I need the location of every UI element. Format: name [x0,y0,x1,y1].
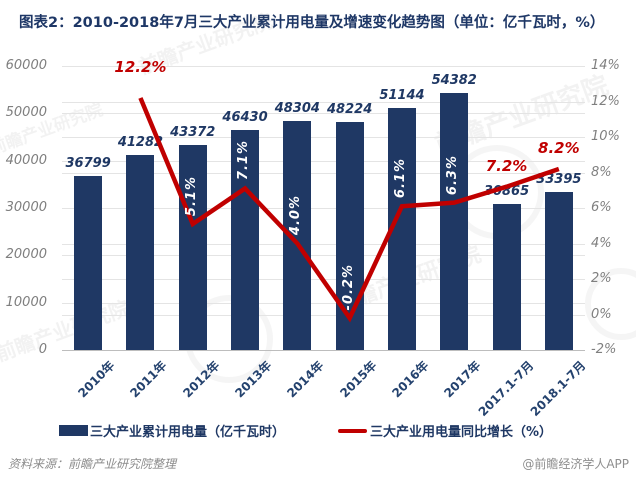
gridline [62,66,585,67]
growth-point-label: 12.2% [114,57,167,76]
right-axis-tick: -2% [591,342,617,357]
bar-value-label: 51144 [379,87,425,103]
gridline [62,314,585,316]
line-series-label: 三大产业用电量同比增长（%） [370,425,553,440]
bar-value-label: 46430 [222,110,268,126]
gridline [62,101,585,103]
consumption-bar [335,121,364,350]
consumption-bar [544,191,573,350]
bar-value-label: 48304 [274,101,320,117]
consumption-bar [74,175,103,350]
growth-point-label: -0.2% [340,263,356,311]
left-axis-tick: 50000 [5,105,47,121]
bar-value-label: 41282 [117,134,164,150]
source-note: 资料来源：前瞻产业研究院整理 [8,457,177,471]
bar-series-label: 三大产业累计用电量（亿千瓦时） [90,425,286,440]
right-axis-tick: 14% [591,58,620,73]
gridline [62,255,585,257]
growth-point-label: 7.1% [236,140,252,181]
growth-point-label: 6.3% [445,154,461,195]
right-axis-tick: 12% [591,93,620,109]
line-series-swatch [338,428,367,433]
gridline [62,113,585,115]
consumption-bar [492,203,521,350]
right-axis-tick: 4% [591,235,612,251]
legend-item-growth: 三大产业用电量同比增长（%） [338,421,552,440]
gridline [62,302,585,304]
right-axis-tick: 10% [591,129,620,144]
gridline [62,160,585,162]
chart-title: 图表2：2010-2018年7月三大产业累计用电量及增速变化趋势图（单位：亿千瓦… [19,15,605,31]
gridline [62,208,585,209]
growth-point-label: 7.2% [485,156,528,175]
growth-point-label: 6.1% [392,158,408,199]
growth-point-label: 5.1% [183,175,199,216]
left-axis-tick: 10000 [5,294,47,310]
growth-point-label: 4.0% [288,195,304,236]
bar-value-label: 36799 [65,155,111,171]
right-axis-tick: 6% [591,200,612,215]
right-axis-tick: 0% [591,306,612,322]
left-axis-tick: 30000 [5,200,47,215]
credit-note: @前瞻经济学人APP [522,457,629,471]
left-axis-tick: 60000 [5,58,47,73]
consumption-bar [178,144,207,350]
right-axis-tick: 8% [591,164,612,180]
gridline [62,137,585,138]
gridline [62,172,585,174]
gridline [62,350,585,351]
right-axis-tick: 2% [591,271,612,286]
legend-item-consumption: 三大产业累计用电量（亿千瓦时） [59,421,285,440]
bar-series-swatch [59,425,88,436]
bar-value-label: 54382 [431,72,477,88]
bar-value-label: 33395 [536,171,582,187]
bar-value-label: 30865 [483,183,530,199]
left-axis-tick: 20000 [5,247,47,263]
bar-value-label: 48224 [327,101,373,117]
consumption-bar [440,92,469,350]
growth-point-label: 8.2% [538,138,580,157]
left-axis-tick: 0 [38,342,47,357]
left-axis-tick: 40000 [5,152,47,168]
consumption-bar [231,130,260,350]
consumption-bar [126,154,155,350]
bar-value-label: 43372 [170,124,216,140]
gridline [62,243,585,245]
